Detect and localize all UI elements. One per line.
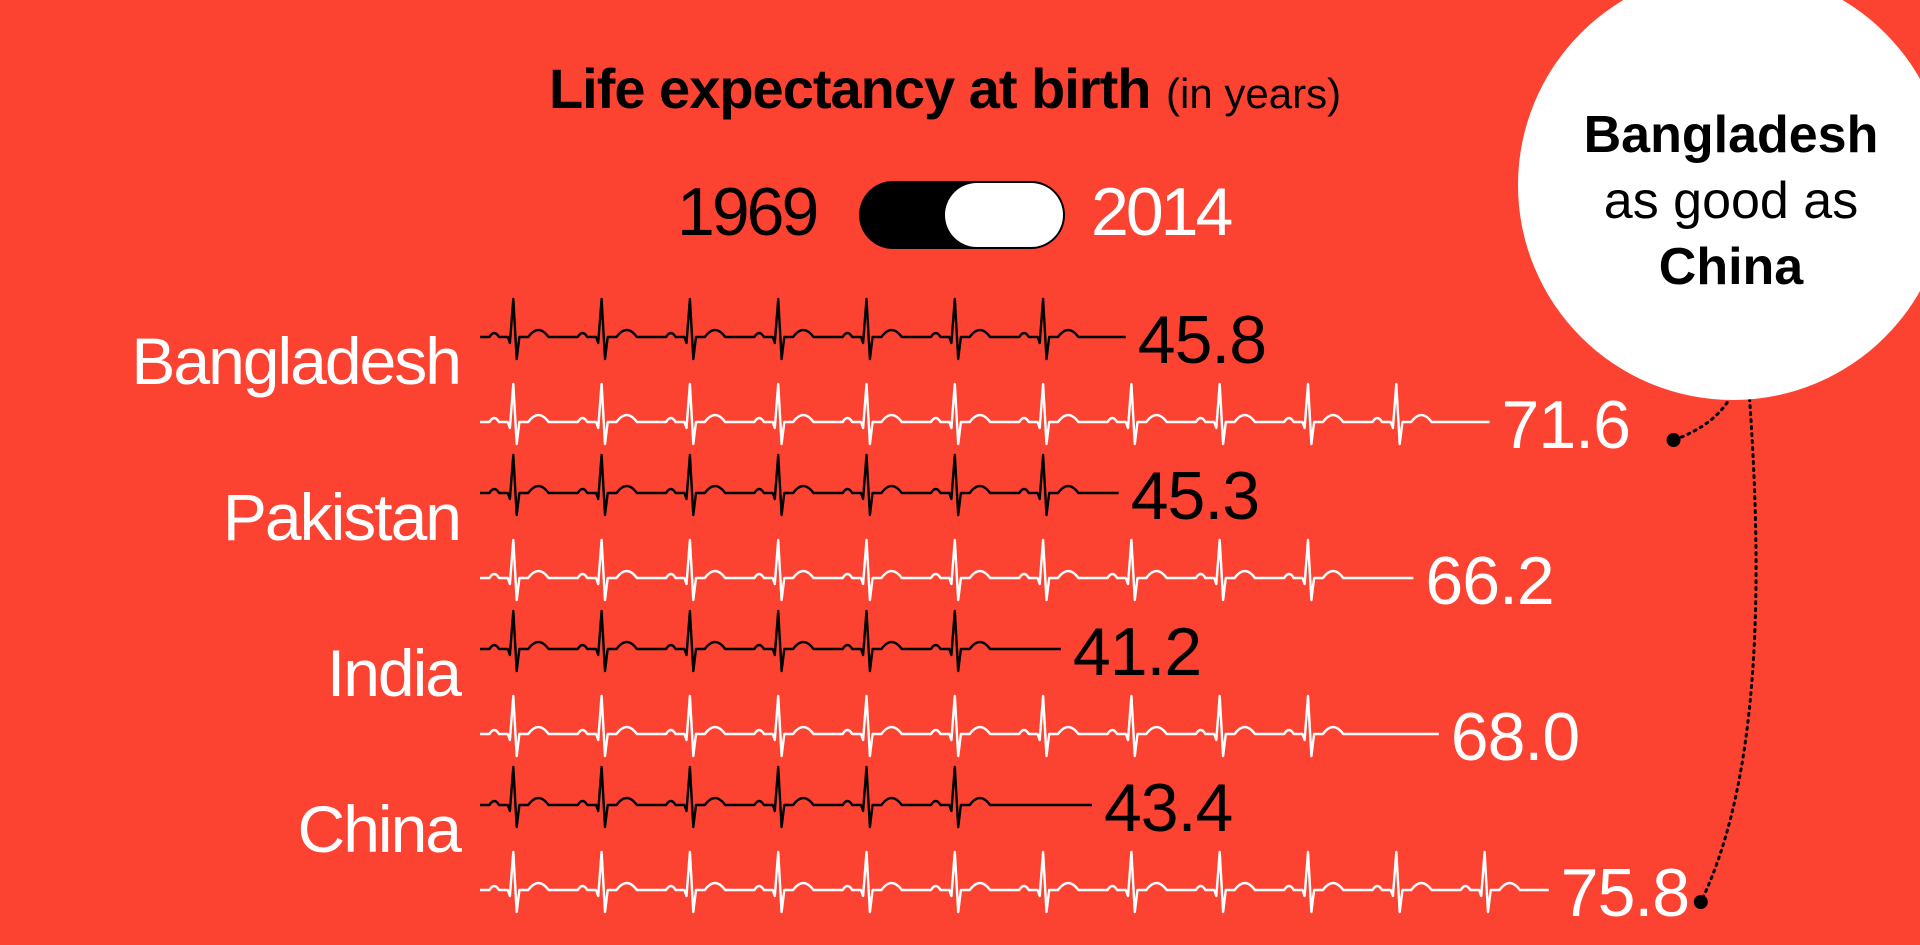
callout-text: Bangladesh as good as China bbox=[1518, 102, 1920, 300]
chart-title-main: Life expectancy at birth bbox=[548, 57, 1152, 120]
category-label-pakistan: Pakistan bbox=[223, 480, 460, 554]
value-label-bangladesh-2014: 71.6 bbox=[1502, 387, 1630, 463]
heartbeat-trace-china-2014 bbox=[480, 850, 1549, 914]
callout-line-china: China bbox=[1658, 238, 1804, 296]
chart-title-unit: (in years) bbox=[1166, 70, 1342, 117]
callout-line-bangladesh: Bangladesh bbox=[1583, 106, 1879, 164]
callout-line-as-good-as: as good as bbox=[1603, 172, 1859, 230]
year-toggle-switch[interactable] bbox=[859, 181, 1065, 249]
value-label-china-1969: 43.4 bbox=[1104, 770, 1232, 846]
value-label-china-2014: 75.8 bbox=[1561, 855, 1689, 931]
callout-dot-bangladesh bbox=[1666, 433, 1681, 447]
category-label-india: India bbox=[327, 636, 462, 710]
chart-title: Life expectancy at birth (in years) bbox=[0, 56, 1890, 121]
value-label-india-1969: 41.2 bbox=[1073, 614, 1201, 690]
heartbeat-trace-india-2014 bbox=[480, 694, 1439, 758]
category-label-bangladesh: Bangladesh bbox=[131, 324, 460, 398]
callout-circle bbox=[1518, 0, 1920, 400]
year-2014-label[interactable]: 2014 bbox=[1091, 174, 1233, 250]
category-label-china: China bbox=[298, 792, 463, 866]
value-label-pakistan-1969: 45.3 bbox=[1131, 458, 1259, 534]
heartbeat-trace-bangladesh-2014 bbox=[480, 382, 1490, 446]
year-toggle-knob[interactable] bbox=[945, 183, 1063, 247]
value-label-pakistan-2014: 66.2 bbox=[1425, 543, 1553, 619]
heartbeat-trace-bangladesh-1969 bbox=[480, 297, 1126, 361]
year-1969-label[interactable]: 1969 bbox=[677, 174, 819, 250]
heartbeat-trace-pakistan-2014 bbox=[480, 538, 1414, 602]
heartbeat-trace-china-1969 bbox=[480, 765, 1092, 829]
heartbeat-trace-pakistan-1969 bbox=[480, 453, 1119, 517]
value-label-bangladesh-1969: 45.8 bbox=[1138, 302, 1266, 378]
callout-dot-china bbox=[1693, 895, 1708, 909]
value-label-india-2014: 68.0 bbox=[1451, 699, 1579, 775]
heartbeat-trace-india-1969 bbox=[480, 609, 1061, 673]
